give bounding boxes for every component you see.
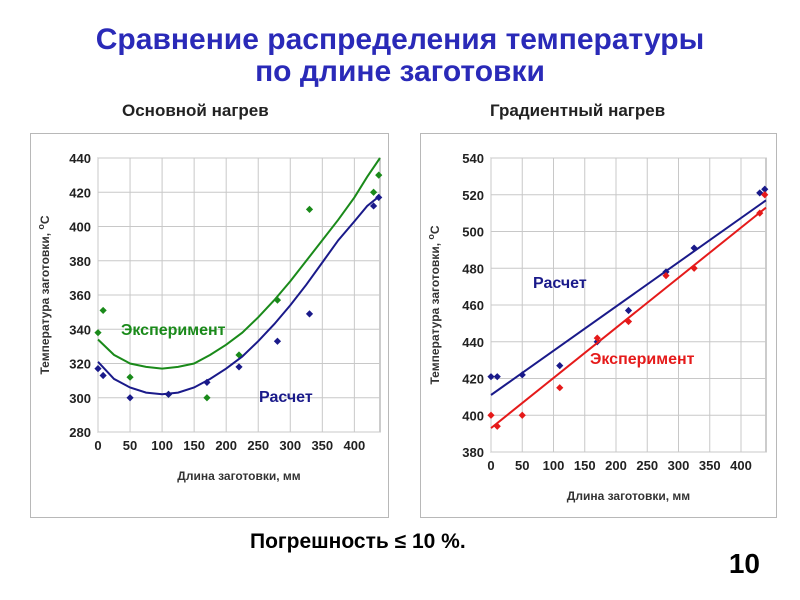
chart-1-series-2-curve [97, 194, 381, 396]
chart-1-series-2-point [94, 365, 102, 373]
chart-1-x-tick-label: 200 [215, 438, 237, 453]
chart-1-series-2-point [235, 363, 243, 371]
chart-2-svg: 380 400 420 440 460 480 500 520 540 0 50 100 150 200 2… [426, 151, 769, 503]
chart-1-y-tick-label: 320 [69, 357, 91, 372]
chart-1-x-tick-label: 350 [311, 438, 333, 453]
chart-1-y-tick-label: 440 [69, 151, 91, 166]
chart-1-y-tick-label: 340 [69, 322, 91, 337]
chart-2-series-1-point [556, 362, 564, 370]
chart-2-series-2-point [518, 411, 526, 419]
chart-2-y-tick-label: 540 [462, 151, 484, 166]
chart-2-y-tick-label: 460 [462, 298, 484, 313]
chart-1-series-2-point [164, 390, 173, 398]
chart-1-x-tick-label: 300 [279, 438, 301, 453]
chart-1-y-tick-label: 280 [69, 425, 91, 440]
chart-1-x-tick-label: 50 [123, 438, 137, 453]
chart-2-series-2-point [593, 334, 601, 342]
chart-2-y-tick-label: 520 [462, 188, 484, 203]
chart-2-y-axis-label: Температура заготовки, oC [426, 225, 442, 384]
chart-1-series-1-point [203, 394, 211, 402]
chart-1-x-tick-label: 400 [344, 438, 366, 453]
chart-2-series-2-point [690, 264, 698, 272]
chart-1-panel: 280 300 320 340 360 380 400 420 440 0 50 100 150 200 2… [30, 133, 389, 518]
chart-2-series-1-point [761, 185, 769, 193]
chart-2-y-tick-label: 420 [462, 372, 484, 387]
chart-1-y-tick-label: 360 [69, 288, 91, 303]
chart-1-annotation-2: Расчет [259, 389, 313, 406]
chart-2-y-tick-label: 500 [462, 225, 484, 240]
chart-1-series-2-point [369, 202, 378, 210]
chart-1-series-2-point [126, 394, 134, 402]
chart-2-x-axis-label: Длина заготовки, мм [567, 489, 691, 503]
chart-2-annotation-1: Расчет [533, 275, 587, 292]
slide-title-line-1: Сравнение распределения температуры [95, 23, 705, 56]
chart-2-series-1-point [518, 371, 526, 379]
chart-2-series-1-point [690, 244, 698, 252]
chart-1-series-1-point [369, 188, 378, 196]
chart-2-series-2-curve [490, 206, 767, 429]
chart-2-series-1-point [662, 268, 670, 276]
chart-2-series-1-curve [490, 199, 767, 396]
chart-1-y-tick-label: 300 [69, 391, 91, 406]
chart-1-svg: 280 300 320 340 360 380 400 420 440 0 50 100 150 200 2… [36, 151, 383, 483]
chart-1-x-axis-label: Длина заготовки, мм [177, 469, 301, 483]
chart-2-title: Градиентный нагрев [490, 101, 666, 120]
chart-2-y-tick-label: 380 [462, 445, 484, 460]
chart-2-x-tick-label: 100 [543, 458, 565, 473]
chart-1-x-tick-label: 150 [183, 438, 205, 453]
chart-1-series-1-point [126, 373, 134, 381]
chart-1-series-1-point [99, 306, 107, 315]
chart-2-series-2-point [761, 191, 769, 199]
chart-2-y-tick-label: 480 [462, 261, 484, 276]
chart-1-y-tick-label: 380 [69, 254, 91, 269]
chart-1-title: Основной нагрев [122, 101, 269, 120]
chart-2-panel: 380 400 420 440 460 480 500 520 540 0 50 100 150 200 2… [420, 133, 777, 518]
chart-1-series-2-point [375, 193, 383, 201]
chart-2-x-tick-label: 150 [574, 458, 596, 473]
chart-2-x-tick-label: 400 [730, 458, 752, 473]
chart-1-x-tick-label: 0 [94, 438, 101, 453]
chart-1-series-1-point [305, 205, 314, 213]
chart-1-y-axis-label: Температура заготовки, oC [36, 215, 52, 374]
chart-2-series-1-point [493, 373, 501, 381]
chart-1-x-tick-label: 250 [247, 438, 269, 453]
chart-2-series-2-point [487, 411, 495, 419]
chart-2-y-tick-label: 400 [462, 408, 484, 423]
chart-2-y-tick-label: 440 [462, 335, 484, 350]
chart-2-x-tick-label: 200 [605, 458, 627, 473]
chart-2-x-tick-label: 350 [699, 458, 721, 473]
chart-2-series-2-point [756, 209, 764, 217]
chart-1-series-1-point [94, 329, 102, 337]
chart-1-x-tick-label: 100 [151, 438, 173, 453]
chart-1-annotation-1: Эксперимент [121, 322, 226, 339]
chart-1-y-tick-label: 420 [69, 185, 91, 200]
chart-2-x-tick-label: 0 [487, 458, 494, 473]
chart-2-x-tick-label: 50 [515, 458, 529, 473]
chart-2-series-1-point [487, 373, 495, 381]
chart-2-series-1-point [624, 306, 633, 315]
chart-1-series-1-curve [97, 157, 381, 370]
chart-1-series-2-point [99, 371, 107, 380]
chart-2-series-2-point [493, 422, 501, 430]
page-number: 10 [728, 548, 760, 579]
chart-2-series-2-point [556, 384, 564, 392]
chart-2-x-tick-label: 250 [636, 458, 658, 473]
chart-1-y-tick-label: 400 [69, 220, 91, 235]
chart-2-x-tick-label: 300 [668, 458, 690, 473]
slide-title-line-2: по длине заготовки [255, 55, 545, 88]
chart-1-series-1-point [375, 171, 383, 179]
error-note: Погрешность ≤ 10 %. [250, 530, 466, 553]
chart-2-annotation-2: Эксперимент [590, 351, 695, 368]
